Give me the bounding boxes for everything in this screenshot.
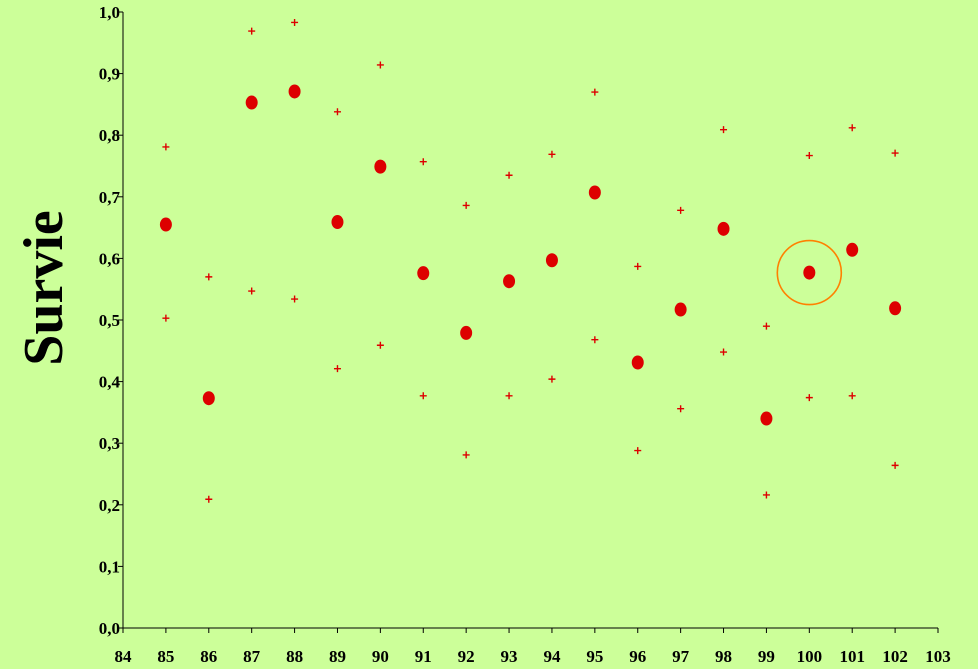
data-point [417,266,430,281]
upper-bound-marker [419,158,427,166]
upper-bound-marker [720,126,728,134]
x-tick-label: 90 [372,647,389,666]
data-point [846,242,859,257]
data-point [545,253,558,268]
data-point [503,274,516,289]
x-tick-label: 95 [586,647,603,666]
upper-bound-marker [548,150,556,158]
highlight-circle [776,239,843,306]
x-tick-label: 87 [243,647,261,666]
lower-bound-marker [677,405,685,413]
data-point [245,95,258,110]
upper-bound-marker [205,273,213,281]
data-point [674,302,687,317]
upper-bound-marker [505,171,513,179]
x-tick-label: 86 [200,647,217,666]
upper-bound-marker [333,108,341,116]
x-tick-label: 102 [882,647,908,666]
lower-bound-marker [848,392,856,400]
upper-bound-marker [848,124,856,132]
lower-bound-marker [333,365,341,373]
upper-bound-marker [462,201,470,209]
data-point [288,84,301,99]
y-tick-label: 0,1 [99,557,120,576]
y-tick-label: 0,4 [99,373,121,392]
x-tick-label: 99 [758,647,775,666]
data-point [159,217,172,232]
lower-bound-marker [376,341,384,349]
x-tick-label: 101 [839,647,865,666]
x-tick-label: 96 [629,647,646,666]
upper-bound-marker [634,262,642,270]
x-tick-label: 84 [115,647,133,666]
x-tick-label: 97 [672,647,690,666]
data-point [588,185,601,200]
lower-bound-marker [248,287,256,295]
y-tick-label: 0,3 [99,434,120,453]
data-point [331,215,344,230]
y-tick-label: 0,2 [99,496,120,515]
y-axis-label: Survie [13,210,75,366]
lower-bound-marker [805,394,813,402]
x-tick-label: 100 [797,647,823,666]
y-tick-label: 0,8 [99,126,120,145]
data-point [889,301,902,316]
upper-bound-marker [376,61,384,69]
x-tick-label: 98 [715,647,732,666]
x-tick-label: 91 [415,647,432,666]
x-tick-label: 103 [925,647,951,666]
upper-bound-marker [891,149,899,157]
data-point [202,391,215,406]
data-point [460,325,473,340]
x-tick-label: 94 [543,647,561,666]
lower-bound-marker [720,348,728,356]
y-tick-label: 0,5 [99,311,120,330]
lower-bound-marker [291,295,299,303]
upper-bound-marker [677,206,685,214]
data-point [717,221,730,236]
lower-bound-marker [548,375,556,383]
lower-bound-marker [205,495,213,503]
upper-bound-marker [591,88,599,96]
data-point [760,411,773,426]
upper-bound-marker [805,152,813,160]
upper-bound-marker [248,27,256,35]
lower-bound-marker [462,451,470,459]
y-tick-label: 0,9 [99,65,120,84]
data-point [631,355,644,370]
y-tick-label: 1,0 [99,3,120,22]
lower-bound-marker [419,392,427,400]
lower-bound-marker [762,491,770,499]
x-tick-label: 85 [157,647,174,666]
lower-bound-marker [505,392,513,400]
y-tick-label: 0,7 [99,188,121,207]
x-tick-label: 93 [501,647,518,666]
data-point [803,265,816,280]
lower-bound-marker [634,447,642,455]
upper-bound-marker [762,322,770,330]
lower-bound-marker [591,336,599,344]
x-tick-label: 92 [458,647,475,666]
lower-bound-marker [891,461,899,469]
y-tick-label: 0,0 [99,619,120,638]
data-point [374,159,387,174]
y-tick-label: 0,6 [99,249,120,268]
upper-bound-marker [291,18,299,26]
x-tick-label: 88 [286,647,303,666]
x-tick-label: 89 [329,647,346,666]
upper-bound-marker [162,143,170,151]
lower-bound-marker [162,314,170,322]
